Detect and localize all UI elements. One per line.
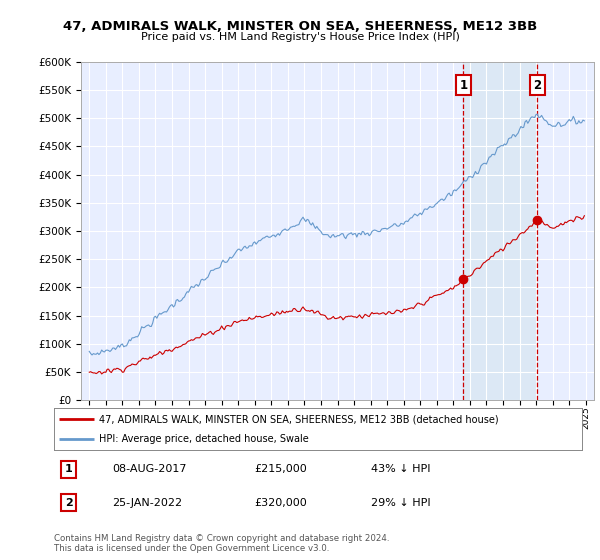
Text: 1: 1 (459, 79, 467, 92)
Text: Price paid vs. HM Land Registry's House Price Index (HPI): Price paid vs. HM Land Registry's House … (140, 32, 460, 43)
Text: 47, ADMIRALS WALK, MINSTER ON SEA, SHEERNESS, ME12 3BB (detached house): 47, ADMIRALS WALK, MINSTER ON SEA, SHEER… (99, 414, 499, 424)
Text: 43% ↓ HPI: 43% ↓ HPI (371, 464, 430, 474)
Bar (463, 62, 537, 400)
Text: 2: 2 (533, 79, 541, 92)
Text: 08-AUG-2017: 08-AUG-2017 (112, 464, 187, 474)
Text: Contains HM Land Registry data © Crown copyright and database right 2024.
This d: Contains HM Land Registry data © Crown c… (54, 534, 389, 553)
Text: £320,000: £320,000 (254, 497, 307, 507)
Text: 1: 1 (65, 464, 73, 474)
Text: 25-JAN-2022: 25-JAN-2022 (112, 497, 182, 507)
Text: 47, ADMIRALS WALK, MINSTER ON SEA, SHEERNESS, ME12 3BB: 47, ADMIRALS WALK, MINSTER ON SEA, SHEER… (63, 20, 537, 32)
Text: 2: 2 (65, 497, 73, 507)
Text: 29% ↓ HPI: 29% ↓ HPI (371, 497, 430, 507)
Text: £215,000: £215,000 (254, 464, 307, 474)
Text: HPI: Average price, detached house, Swale: HPI: Average price, detached house, Swal… (99, 434, 308, 444)
